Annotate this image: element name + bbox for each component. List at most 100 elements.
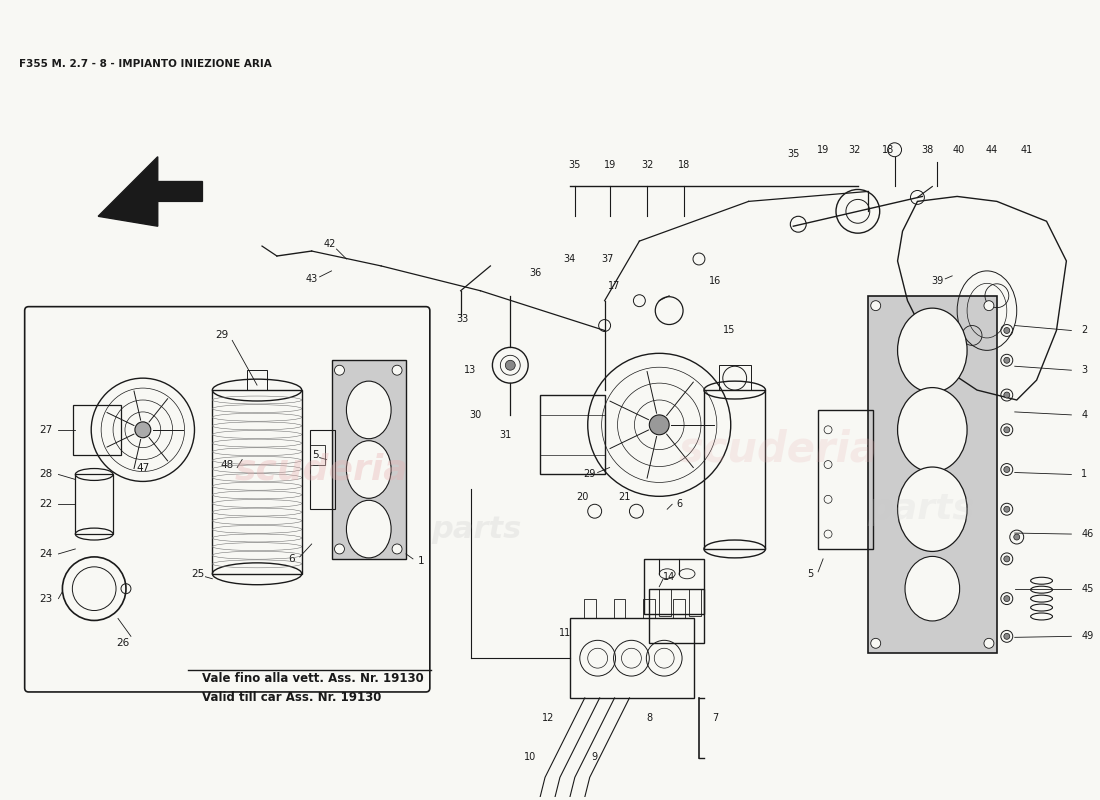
Text: 20: 20: [576, 492, 588, 502]
Text: 30: 30: [470, 410, 482, 420]
Circle shape: [334, 366, 344, 375]
Text: 23: 23: [39, 594, 52, 604]
Circle shape: [1004, 634, 1010, 639]
Text: F355 M. 2.7 - 8 - IMPIANTO INIEZIONE ARIA: F355 M. 2.7 - 8 - IMPIANTO INIEZIONE ARI…: [19, 59, 272, 70]
Bar: [570, 618, 694, 698]
Text: 26: 26: [117, 638, 130, 648]
Text: 32: 32: [849, 145, 861, 154]
Text: 5: 5: [807, 569, 813, 578]
Text: 37: 37: [602, 254, 614, 264]
Circle shape: [1004, 327, 1010, 334]
Text: 24: 24: [39, 549, 52, 559]
Text: 42: 42: [323, 239, 336, 249]
Text: 44: 44: [986, 145, 998, 154]
Text: 48: 48: [221, 459, 234, 470]
Text: 46: 46: [1081, 529, 1093, 539]
Bar: [868, 296, 997, 654]
Text: 1: 1: [418, 556, 425, 566]
Text: 3: 3: [1081, 366, 1088, 375]
Text: scuderia: scuderia: [679, 429, 878, 470]
Circle shape: [1004, 358, 1010, 363]
Text: 21: 21: [618, 492, 630, 502]
Text: 2: 2: [1081, 326, 1088, 335]
Text: scuderia: scuderia: [234, 453, 408, 486]
Ellipse shape: [346, 441, 392, 498]
Bar: [75, 474, 113, 534]
Bar: [74, 405, 121, 454]
Ellipse shape: [905, 557, 959, 621]
Text: 7: 7: [712, 713, 718, 722]
Bar: [584, 598, 596, 618]
Text: 49: 49: [1081, 631, 1093, 642]
Text: Valid till car Ass. Nr. 19130: Valid till car Ass. Nr. 19130: [202, 691, 382, 705]
Ellipse shape: [346, 500, 392, 558]
Text: 19: 19: [817, 145, 829, 154]
Text: 14: 14: [663, 572, 675, 582]
Text: 29: 29: [216, 330, 229, 341]
Circle shape: [871, 638, 881, 648]
Text: parts: parts: [868, 492, 975, 526]
Circle shape: [984, 638, 994, 648]
Ellipse shape: [898, 308, 967, 393]
Bar: [818, 410, 872, 549]
Circle shape: [505, 360, 515, 370]
Text: 35: 35: [569, 160, 581, 170]
Bar: [659, 589, 671, 617]
Text: 39: 39: [932, 276, 944, 286]
Circle shape: [1004, 427, 1010, 433]
Text: 16: 16: [708, 276, 720, 286]
Text: 18: 18: [678, 160, 690, 170]
Bar: [718, 366, 750, 390]
Text: 29: 29: [583, 470, 596, 479]
Bar: [614, 598, 626, 618]
Text: 9: 9: [592, 753, 597, 762]
Polygon shape: [98, 157, 202, 226]
Text: 11: 11: [559, 628, 571, 638]
Text: 19: 19: [604, 160, 616, 170]
Bar: [310, 430, 334, 510]
Circle shape: [871, 301, 881, 310]
Circle shape: [1004, 556, 1010, 562]
Ellipse shape: [346, 381, 392, 438]
Text: 38: 38: [921, 145, 934, 154]
Bar: [649, 589, 704, 643]
Text: 45: 45: [1081, 584, 1093, 594]
Text: 8: 8: [646, 713, 652, 722]
Text: 1: 1: [1081, 470, 1088, 479]
Text: 18: 18: [881, 145, 894, 154]
Text: 10: 10: [524, 753, 537, 762]
Circle shape: [392, 544, 402, 554]
Text: 41: 41: [1021, 145, 1033, 154]
Text: parts: parts: [431, 514, 521, 543]
Text: 4: 4: [1081, 410, 1088, 420]
Circle shape: [649, 415, 669, 434]
Text: 15: 15: [723, 326, 735, 335]
Circle shape: [984, 301, 994, 310]
Text: 17: 17: [608, 281, 620, 290]
Text: 36: 36: [529, 268, 541, 278]
Bar: [645, 559, 704, 614]
Text: 47: 47: [136, 462, 150, 473]
Circle shape: [1004, 466, 1010, 473]
Bar: [689, 589, 701, 617]
Bar: [310, 445, 324, 465]
Bar: [673, 598, 685, 618]
Text: 22: 22: [39, 499, 52, 510]
Text: Vale fino alla vett. Ass. Nr. 19130: Vale fino alla vett. Ass. Nr. 19130: [202, 671, 425, 685]
Circle shape: [1004, 392, 1010, 398]
Bar: [540, 395, 605, 474]
Text: 5: 5: [312, 450, 319, 460]
Text: 31: 31: [499, 430, 512, 440]
Text: 13: 13: [464, 366, 476, 375]
Ellipse shape: [898, 467, 967, 551]
Text: 35: 35: [788, 149, 800, 158]
Circle shape: [1014, 534, 1020, 540]
Text: 12: 12: [542, 713, 554, 722]
Text: 6: 6: [288, 554, 295, 564]
Circle shape: [1004, 506, 1010, 512]
Bar: [331, 360, 406, 559]
Text: 34: 34: [563, 254, 576, 264]
Text: 33: 33: [456, 314, 469, 323]
Text: 6: 6: [676, 499, 682, 510]
Bar: [704, 390, 766, 549]
